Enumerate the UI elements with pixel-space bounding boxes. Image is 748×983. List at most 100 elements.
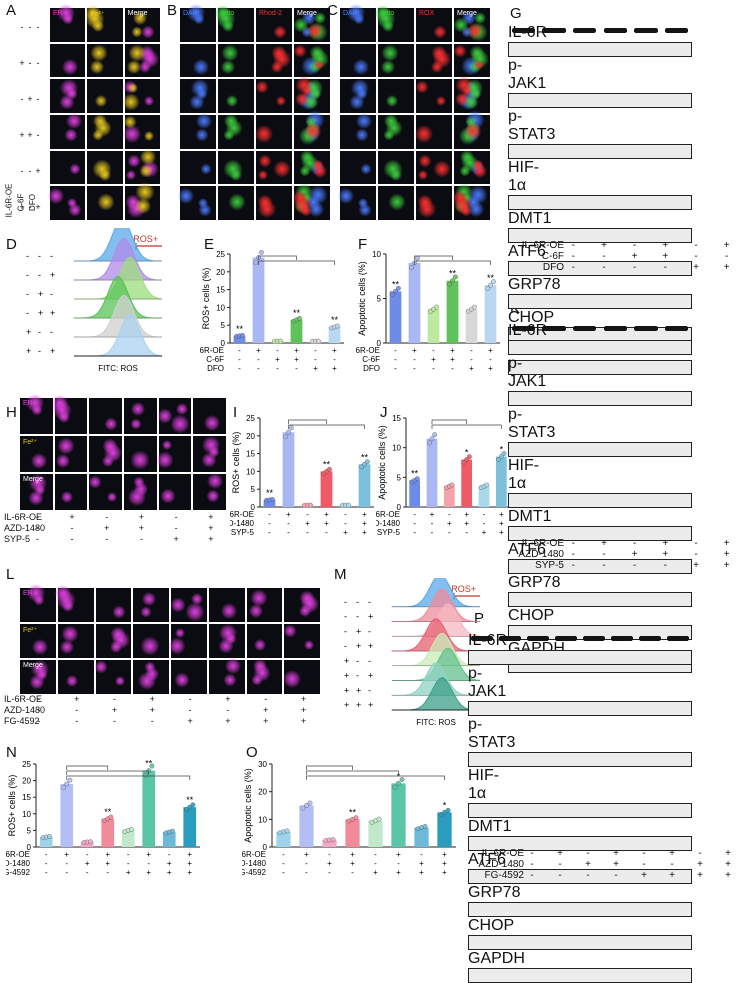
condition-sign: + bbox=[146, 850, 151, 859]
blot-strip bbox=[508, 28, 692, 159]
condition-sign: - bbox=[287, 528, 290, 537]
condition-label: IL-6R-OE bbox=[4, 694, 43, 704]
data-point bbox=[270, 497, 275, 502]
cell-signal bbox=[357, 198, 368, 209]
condition-sign: + bbox=[499, 528, 504, 537]
bar bbox=[322, 840, 337, 847]
condition-sign: - bbox=[268, 528, 271, 537]
condition-sign: + bbox=[38, 289, 43, 299]
micrograph-tile bbox=[415, 79, 452, 113]
condition-sign: - bbox=[238, 346, 241, 355]
condition-sign: - bbox=[36, 22, 40, 32]
condition-sign: - bbox=[276, 346, 279, 355]
cell-signal bbox=[55, 585, 72, 602]
condition-sign: + bbox=[146, 868, 151, 877]
bar bbox=[437, 812, 452, 847]
condition-sign: + bbox=[725, 870, 731, 881]
y-tick-label: 5 bbox=[377, 295, 382, 304]
condition-sign: - bbox=[368, 656, 371, 666]
cell-signal bbox=[415, 80, 429, 94]
bar bbox=[391, 783, 406, 847]
cell-signal bbox=[139, 164, 153, 178]
condition-sign: + bbox=[225, 694, 231, 704]
blot-strip bbox=[468, 636, 692, 983]
micrograph-tile: Fe²⁺ bbox=[20, 436, 53, 472]
condition-label: AZD-1480 bbox=[4, 705, 46, 715]
y-tick-label: 10 bbox=[246, 467, 255, 476]
cell-signal bbox=[418, 154, 432, 168]
micrograph-tile bbox=[54, 436, 88, 472]
condition-sign: - bbox=[431, 519, 434, 528]
cell-signal bbox=[314, 12, 327, 25]
micrograph-tile bbox=[378, 43, 414, 78]
condition-sign: - bbox=[282, 850, 285, 859]
micrograph-tile bbox=[157, 398, 192, 434]
condition-sign: - bbox=[75, 716, 79, 726]
condition-sign: - bbox=[45, 850, 48, 859]
micrograph-tile: Mito bbox=[375, 5, 414, 42]
condition-sign: + bbox=[208, 534, 214, 544]
cell-signal bbox=[270, 60, 283, 73]
condition-sign: - bbox=[150, 716, 154, 726]
condition-sign: - bbox=[432, 346, 435, 355]
condition-sign: + bbox=[344, 656, 349, 666]
condition-label: AZD-1480 bbox=[6, 859, 31, 868]
condition-sign: + bbox=[488, 346, 493, 355]
cell-signal bbox=[304, 122, 322, 140]
cell-signal bbox=[435, 95, 446, 106]
condition-sign: + bbox=[450, 355, 455, 364]
micrograph-tile: Merge bbox=[124, 8, 160, 42]
cell-signal bbox=[303, 640, 314, 651]
condition-sign: - bbox=[28, 166, 32, 176]
condition-sign: - bbox=[420, 850, 423, 859]
panel-label-m: M bbox=[334, 566, 347, 583]
cell-signal bbox=[350, 78, 369, 97]
condition-sign: + bbox=[19, 130, 25, 140]
condition-sign: - bbox=[448, 510, 451, 519]
micrograph-tile bbox=[254, 115, 292, 149]
condition-sign: - bbox=[571, 549, 575, 560]
micrograph-tile bbox=[256, 43, 292, 78]
micrograph-tile bbox=[454, 110, 490, 149]
cell-signal bbox=[206, 489, 220, 503]
panel-a-micrograph-grid: ER Fe²⁺ Merge bbox=[48, 4, 160, 220]
condition-sign: + bbox=[208, 512, 214, 522]
condition-sign: - bbox=[489, 355, 492, 364]
condition-sign: - bbox=[105, 512, 109, 522]
cell-signal bbox=[123, 115, 137, 129]
condition-sign: + bbox=[35, 166, 41, 176]
row-channel-label: Fe²⁺ bbox=[23, 439, 38, 446]
significance-label: ** bbox=[186, 795, 194, 805]
data-point bbox=[316, 338, 321, 344]
protein-band bbox=[634, 326, 658, 331]
band-label: ATF6 bbox=[508, 541, 546, 558]
condition-sign: - bbox=[632, 538, 637, 549]
condition-label: AZD-1480 bbox=[242, 859, 267, 868]
condition-sign: - bbox=[226, 705, 230, 715]
condition-sign: + bbox=[488, 364, 493, 373]
cell-signal bbox=[161, 440, 172, 450]
condition-sign: - bbox=[50, 251, 53, 261]
condition-sign: + bbox=[641, 870, 647, 881]
bar bbox=[263, 499, 276, 507]
micrograph-tile bbox=[452, 183, 490, 220]
row-channel-label: Merge bbox=[23, 476, 43, 483]
micrograph-tile: Mito bbox=[215, 5, 254, 42]
micrograph-tile bbox=[122, 79, 160, 113]
condition-sign: - bbox=[694, 240, 698, 251]
cell-signal bbox=[60, 78, 79, 97]
y-tick-label: 0 bbox=[221, 339, 226, 348]
micrograph-tile bbox=[87, 79, 123, 113]
condition-sign: + bbox=[499, 510, 504, 519]
condition-sign: - bbox=[558, 859, 562, 870]
condition-sign: + bbox=[50, 270, 55, 280]
bar bbox=[389, 291, 402, 343]
condition-sign: - bbox=[571, 560, 575, 571]
cell-signal bbox=[191, 592, 204, 605]
data-point bbox=[61, 785, 66, 791]
band-label: CHOP bbox=[508, 309, 555, 326]
y-tick-label: 5 bbox=[221, 321, 226, 330]
condition-sign: + bbox=[396, 850, 401, 859]
histogram-trace bbox=[73, 237, 163, 281]
panel-label-p: P bbox=[474, 610, 485, 627]
